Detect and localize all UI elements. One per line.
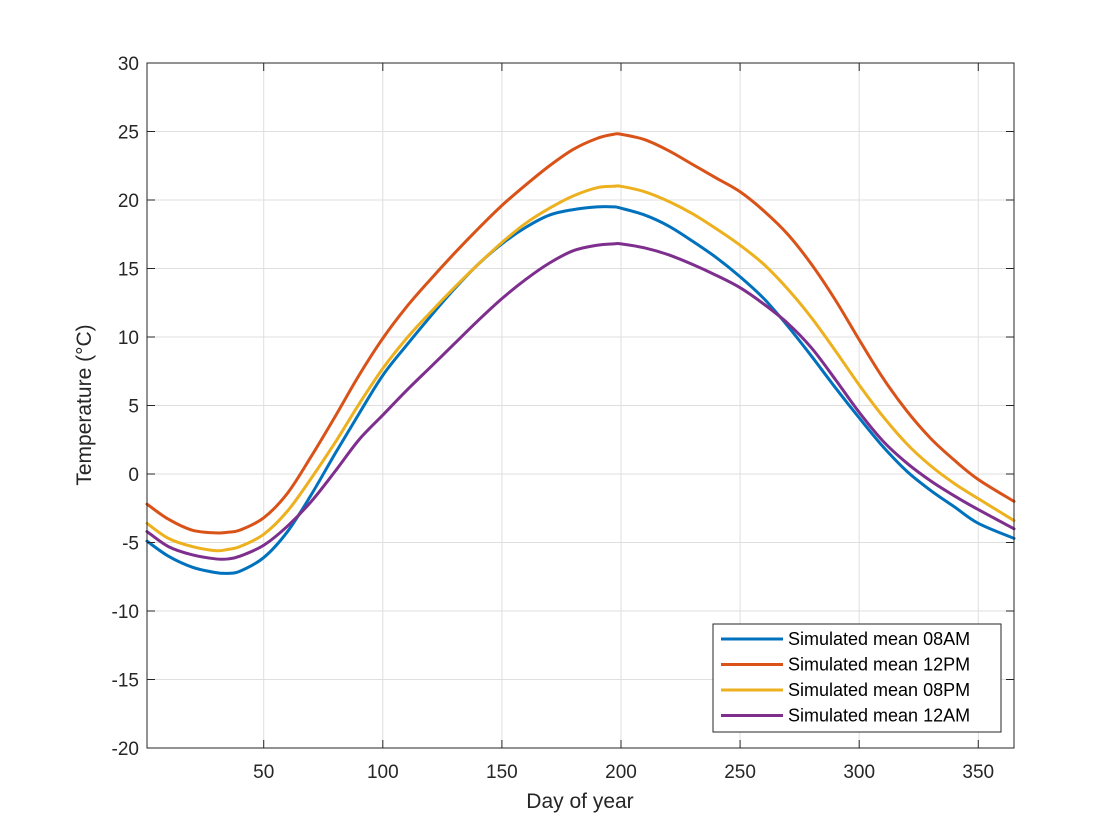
y-tick-label: 0: [128, 465, 139, 486]
y-tick-label: 10: [118, 328, 139, 349]
ticks: 50 100 150 200 250 300 350 -20 -15 -10 -5 0 5 10 15 20 2…: [112, 54, 1014, 783]
x-axis-label: Day of year: [526, 790, 633, 813]
y-axis-label: Temperature (°C): [73, 324, 96, 485]
x-tick-label: 250: [724, 762, 756, 783]
y-tick-label: -5: [122, 534, 139, 555]
series-layer: [145, 132, 1016, 575]
series-line-simulated-mean-12pm: [145, 132, 1016, 535]
y-tick-label: -15: [112, 671, 139, 692]
series-line-simulated-mean-08pm: [145, 184, 1016, 553]
legend-label: Simulated mean 12AM: [788, 706, 970, 726]
y-tick-label: 5: [128, 397, 139, 418]
legend-label: Simulated mean 08PM: [788, 680, 970, 700]
legend: Simulated mean 08AM Simulated mean 12PM Si…: [712, 623, 1002, 733]
y-tick-label: 15: [118, 260, 139, 281]
x-tick-label: 350: [962, 762, 994, 783]
y-tick-label: 20: [118, 191, 139, 212]
legend-label: Simulated mean 08AM: [788, 629, 970, 649]
legend-label: Simulated mean 12PM: [788, 655, 970, 675]
series-line-simulated-mean-08am: [145, 205, 1016, 575]
x-tick-label: 300: [843, 762, 875, 783]
y-tick-label: 30: [118, 54, 139, 75]
x-tick-label: 50: [253, 762, 274, 783]
y-tick-label: -20: [112, 739, 139, 760]
y-tick-label: -10: [112, 602, 139, 623]
series-line-simulated-mean-12am: [145, 241, 1016, 561]
x-tick-label: 150: [486, 762, 518, 783]
x-tick-label: 200: [605, 762, 637, 783]
x-tick-label: 100: [367, 762, 399, 783]
y-tick-label: 25: [118, 123, 139, 144]
